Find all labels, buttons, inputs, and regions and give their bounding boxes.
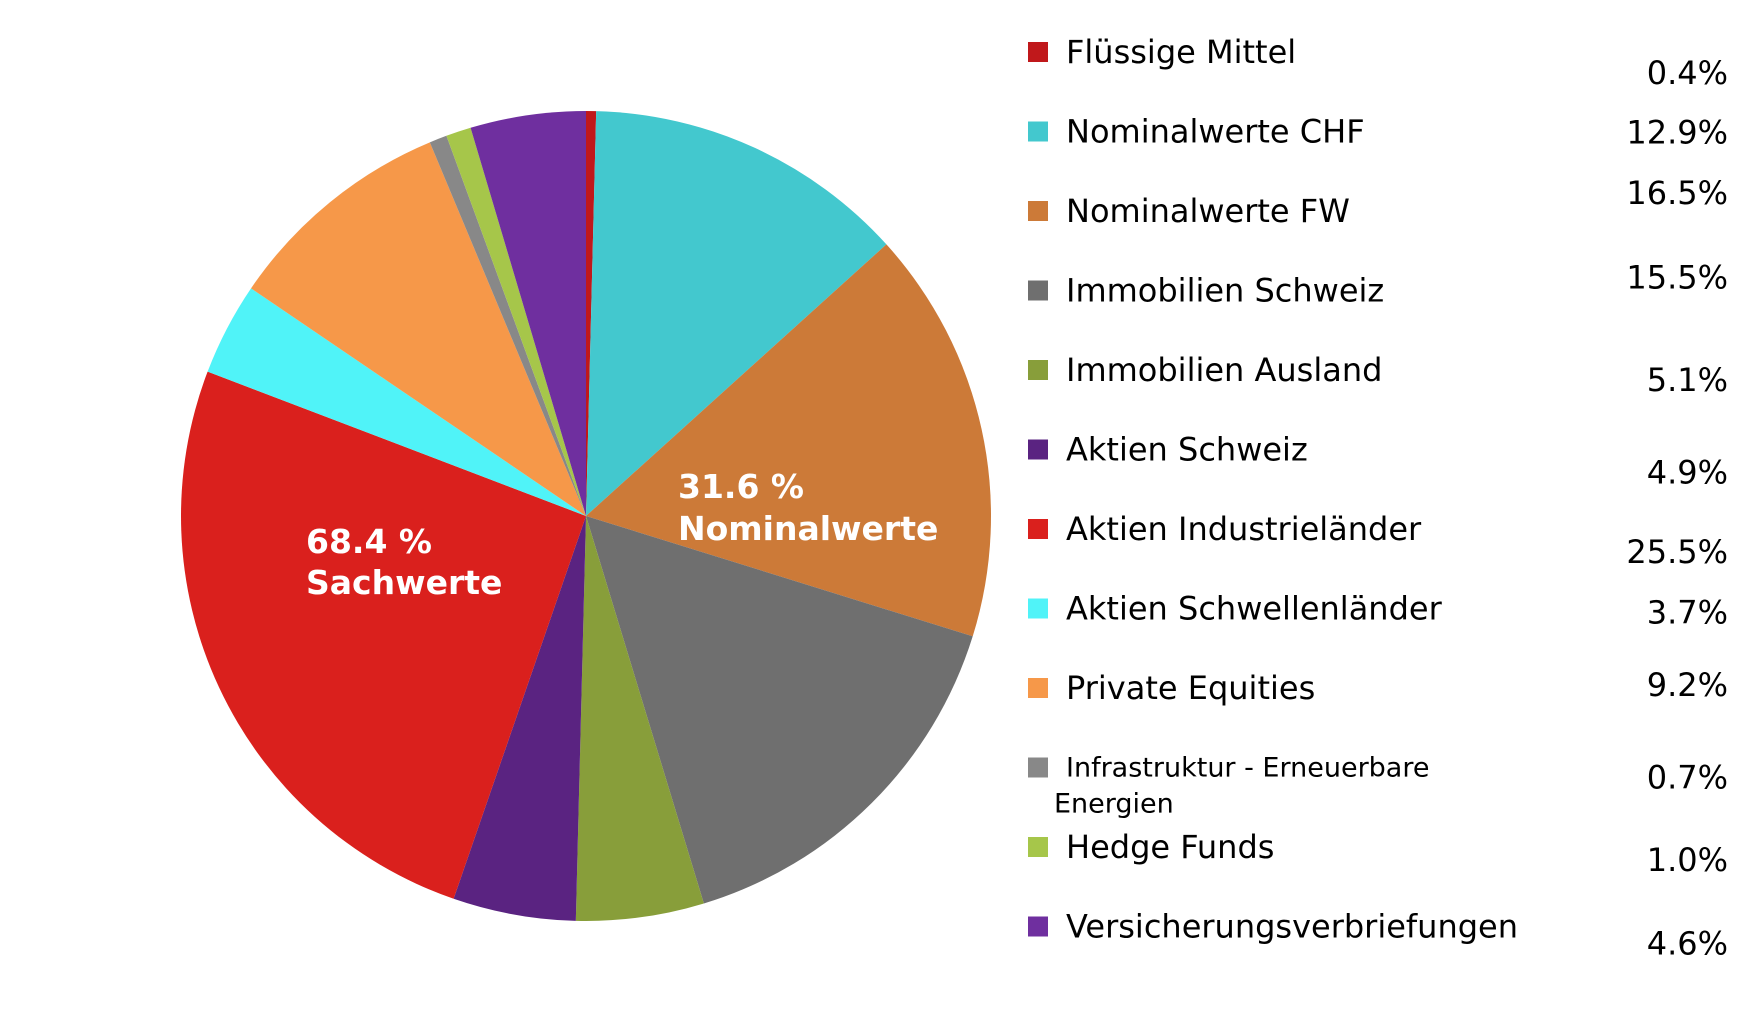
pie-slice-8: [207, 288, 586, 516]
legend-label-12: Versicherungsverbriefungen: [1066, 908, 1518, 946]
legend-value-10: 0.7%: [1647, 759, 1728, 797]
group-labels: 31.6 % Nominalwerte 68.4 % Sachwerte: [306, 467, 938, 602]
legend-value-5: 5.1%: [1647, 361, 1728, 399]
legend-value-7: 25.5%: [1626, 533, 1728, 571]
legend-swatch-1: [1028, 42, 1048, 62]
nominalwerte-group-label: Nominalwerte: [678, 509, 938, 548]
legend-value-1: 0.4%: [1647, 54, 1728, 92]
pie-slice-5: [575, 516, 704, 921]
legend-value-11: 1.0%: [1647, 841, 1728, 879]
legend-value-2: 12.9%: [1626, 114, 1728, 152]
pie-slice-4: [586, 516, 973, 904]
pie-slice-7: [181, 371, 587, 899]
pie-slice-11: [446, 127, 586, 517]
legend-value-4: 15.5%: [1626, 259, 1728, 297]
legend-label-1: Flüssige Mittel: [1066, 33, 1296, 71]
legend-label-8: Aktien Schwellenländer: [1066, 590, 1443, 628]
nominalwerte-percent-label: 31.6 %: [678, 467, 804, 506]
legend-label-10: Infrastruktur - Erneuerbare Energien: [1054, 753, 1429, 820]
legend-label-7: Aktien Industrieländer: [1066, 510, 1422, 548]
legend-value-3: 16.5%: [1626, 174, 1728, 212]
legend-swatch-11: [1028, 837, 1048, 857]
legend-swatch-6: [1028, 439, 1048, 460]
legend-swatch-5: [1028, 360, 1048, 380]
legend-label-6: Aktien Schweiz: [1066, 431, 1308, 469]
legend-label-9: Private Equities: [1066, 669, 1315, 707]
legend-label-3: Nominalwerte FW: [1066, 192, 1350, 230]
sachwerte-group-label: Sachwerte: [306, 563, 502, 602]
legend-label-5: Immobilien Ausland: [1066, 351, 1382, 389]
pie-slice-9: [251, 142, 586, 516]
legend-label-11: Hedge Funds: [1066, 828, 1274, 866]
pie-slices: [181, 111, 992, 921]
legend-swatch-10: [1028, 757, 1048, 778]
legend-swatch-9: [1028, 678, 1048, 698]
legend-label-4: Immobilien Schweiz: [1066, 272, 1384, 310]
legend-value-12: 4.6%: [1647, 925, 1728, 963]
pie-slice-12: [470, 111, 586, 516]
legend-value-8: 3.7%: [1647, 594, 1728, 632]
pie-slice-10: [429, 135, 586, 516]
legend-swatch-8: [1028, 598, 1048, 619]
legend-value-9: 9.2%: [1647, 666, 1728, 704]
pie-slice-2: [586, 111, 887, 516]
legend: Flüssige Mittel 0.4% Nominalwerte CHF 12.9%…: [1028, 33, 1728, 963]
pie-slice-3: [586, 244, 992, 637]
pie-slice-6: [453, 516, 586, 921]
legend-swatch-12: [1028, 916, 1048, 937]
pie-slice-1: [586, 111, 597, 516]
legend-swatch-2: [1028, 121, 1048, 142]
legend-label-2: Nominalwerte CHF: [1066, 113, 1365, 151]
legend-swatch-7: [1028, 519, 1048, 539]
sachwerte-percent-label: 68.4 %: [306, 522, 432, 561]
legend-value-6: 4.9%: [1647, 454, 1728, 492]
legend-swatch-3: [1028, 201, 1048, 221]
legend-swatch-4: [1028, 280, 1048, 301]
